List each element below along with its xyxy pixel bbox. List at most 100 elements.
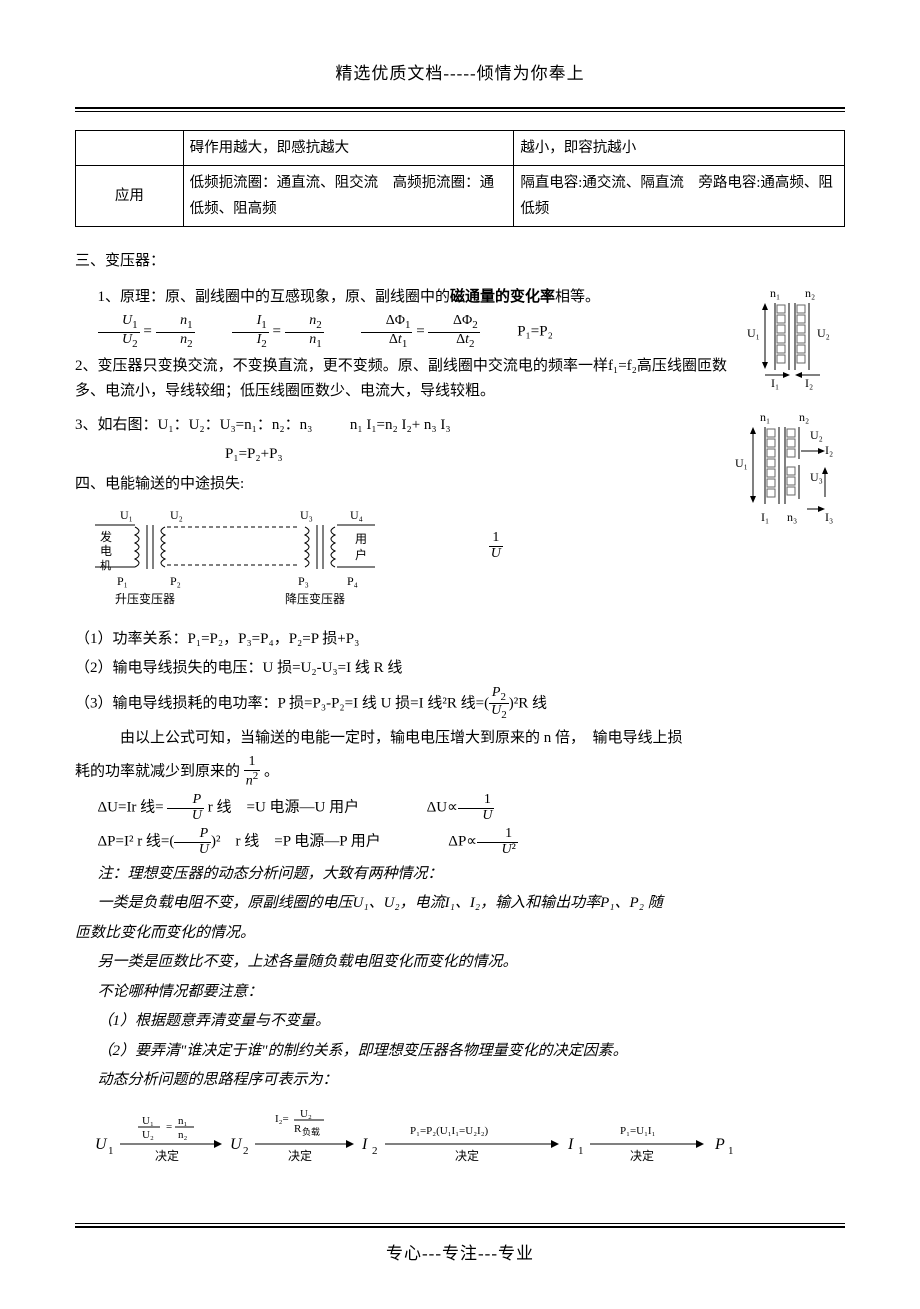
svg-text:U₃: U₃: [300, 508, 313, 522]
s3-equations: U1U2 = n1n2 I1I2 = n2n1 ΔΦ1Δt1 = ΔΦ2Δt2 …: [75, 314, 845, 350]
svg-text:降压变压器: 降压变压器: [285, 591, 345, 606]
svg-text:U₁: U₁: [120, 508, 133, 522]
header-top-text: 精选优质文档-----倾情为你奉上: [75, 60, 845, 89]
svg-text:2: 2: [372, 1145, 378, 1157]
s4-pr2: （2）输电导线损失的电压：U 损=U₂-U₃=I 线 R 线: [75, 656, 845, 682]
svg-text:负载: 负载: [302, 1126, 320, 1137]
svg-text:决定: 决定: [630, 1148, 654, 1163]
svg-text:=: =: [166, 1121, 172, 1133]
fraction: ΔΦ1Δt1: [361, 314, 412, 350]
sym: I₂: [470, 895, 480, 911]
s4-pr3: （3）输电导线损耗的电功率：P 损=P₃-P₂=I 线 U 损=I 线²R 线=…: [75, 686, 845, 722]
svg-text:U₁: U₁: [142, 1115, 154, 1127]
svg-text:U₁: U₁: [747, 326, 760, 340]
fraction: P2U2: [489, 686, 509, 722]
transformer-diagram-2: n₁ n₂ U₁ U₂ I₂ U₃ I₁ n₃ I₃: [725, 409, 845, 539]
text: )² r 线 =P 电源—P 用户: [211, 834, 381, 850]
svg-text:电: 电: [100, 544, 112, 558]
s4-d1: ΔU=Ir 线= PU r 线 =U 电源—U 用户 ΔU∝1U: [75, 793, 845, 823]
text: 1、原理：原、副线圈中的互感现象，原、副线圈中的: [98, 289, 451, 305]
svg-text:I₁: I₁: [761, 510, 769, 524]
svg-text:I₁: I₁: [771, 376, 779, 390]
s4-note: 注：理想变压器的动态分析问题，大致有两种情况：: [75, 862, 845, 888]
svg-text:n₁: n₁: [760, 410, 770, 424]
svg-text:U₂: U₂: [142, 1129, 154, 1141]
svg-text:P₂: P₂: [170, 574, 181, 588]
text: ，输入和输出功率: [480, 895, 600, 911]
svg-text:用: 用: [355, 532, 367, 546]
sym: I₁: [445, 895, 455, 911]
s4-k7: 动态分析问题的思路程序可表示为：: [75, 1068, 845, 1094]
cell: 隔直电容:通交流、隔直流 旁路电容:通高频、阻低频: [514, 165, 845, 226]
svg-text:机: 机: [100, 558, 111, 572]
fraction: PU: [174, 827, 211, 857]
svg-text:I₂: I₂: [825, 443, 833, 457]
svg-text:U₄: U₄: [350, 508, 363, 522]
table-row: 应用 低频扼流圈：通直流、阻交流 高频扼流圈：通低频、阻高频 隔直电容:通交流、…: [76, 165, 845, 226]
sym: U₂: [384, 895, 400, 911]
svg-text:户: 户: [355, 547, 367, 562]
label: n₂: [805, 286, 815, 300]
decision-flow: U1 U₁U₂ = n₁n₂ 决定 U2 I₂= U₂R负载 决定 I2 P₁=…: [75, 1104, 845, 1184]
svg-text:I₂=: I₂=: [275, 1113, 289, 1125]
svg-text:I₃: I₃: [825, 510, 833, 524]
s4-k3: 另一类是匝数比不变，上述各量随负载电阻变化而变化的情况。: [75, 950, 845, 976]
text: ΔU=Ir 线=: [98, 800, 168, 816]
footer-bottom-text: 专心---专注---专业: [75, 1240, 845, 1269]
one-over-u: 1U: [489, 531, 503, 561]
fraction: 1U²: [477, 827, 518, 857]
svg-text:U₃: U₃: [810, 470, 823, 484]
compare-table: 碍作用越大，即感抗越大 越小，即容抗越小 应用 低频扼流圈：通直流、阻交流 高频…: [75, 130, 845, 227]
svg-text:1: 1: [578, 1145, 584, 1157]
text-bold: 磁通量的变化率: [450, 289, 555, 305]
s4-k2: 匝数比变化而变化的情况。: [75, 921, 845, 947]
s4-d2: ΔP=I² r 线=(PU)² r 线 =P 电源—P 用户 ΔP∝1U²: [75, 827, 845, 857]
cell: 低频扼流圈：通直流、阻交流 高频扼流圈：通低频、阻高频: [183, 165, 514, 226]
svg-text:决定: 决定: [288, 1148, 312, 1163]
svg-text:发: 发: [100, 529, 112, 544]
fraction: 1U: [458, 793, 495, 823]
svg-text:P: P: [714, 1136, 725, 1153]
text: 耗的功率就减少到原来的: [75, 764, 240, 780]
text: )²R 线: [509, 695, 547, 711]
svg-text:R: R: [294, 1123, 302, 1135]
s4-k1: 一类是负载电阻不变，原副线圈的电压U₁、U₂，电流I₁、I₂，输入和输出功率P₁…: [75, 891, 845, 917]
s4-pr1: （1）功率关系：P₁=P₂，P₃=P₄，P₂=P 损+P₃: [75, 627, 845, 653]
header-rule: [75, 107, 845, 112]
cell: [76, 130, 184, 165]
sym: U₁: [353, 895, 369, 911]
svg-text:决定: 决定: [155, 1148, 179, 1163]
s3-p2: 2、变压器只变换交流，不变换直流，更不变频。原、副线圈中交流电的频率一样f₁=f…: [75, 354, 845, 405]
fraction: U1U2: [98, 314, 140, 350]
text: P₁=P₂: [517, 323, 553, 339]
text: n₁ I₁=n₂ I₂+ n₃ I₃: [350, 417, 451, 433]
s4-k6: （2）要弄清"谁决定于谁"的制约关系，即理想变压器各物理量变化的决定因素。: [75, 1039, 845, 1065]
svg-text:U₁: U₁: [735, 456, 748, 470]
text: ΔP∝: [448, 834, 477, 850]
fraction: n1n2: [156, 314, 195, 350]
svg-text:P₁=P₂(U₁I₁=U₂I₂): P₁=P₂(U₁I₁=U₂I₂): [410, 1125, 489, 1137]
svg-text:1: 1: [728, 1145, 734, 1157]
svg-text:n₁: n₁: [178, 1115, 188, 1127]
svg-text:U: U: [230, 1136, 243, 1153]
text: 3、如右图：U₁：U₂：U₃=n₁：n₂：n₃: [75, 417, 312, 433]
svg-text:U₂: U₂: [170, 508, 183, 522]
text: （3）输电导线损耗的电功率：P 损=P₃-P₂=I 线 U 损=I 线²R 线=…: [75, 695, 489, 711]
cell: 碍作用越大，即感抗越大: [183, 130, 514, 165]
sym: P₂: [630, 895, 644, 911]
svg-text:I: I: [361, 1136, 368, 1153]
svg-text:n₂: n₂: [178, 1129, 188, 1141]
sym: P₁: [600, 895, 614, 911]
svg-text:1: 1: [108, 1145, 114, 1157]
table-row: 碍作用越大，即感抗越大 越小，即容抗越小: [76, 130, 845, 165]
text: 。: [264, 764, 279, 780]
svg-text:升压变压器: 升压变压器: [115, 591, 175, 606]
fraction: PU: [167, 793, 204, 823]
footer-rule: [75, 1223, 845, 1228]
svg-text:I₂: I₂: [805, 376, 813, 390]
transformer-diagram-1: n₁ n₂ U₁ U₂ I₁ I₂: [735, 285, 845, 405]
s4-pr4: 由以上公式可知，当输送的电能一定时，输电电压增大到原来的 n 倍， 输电导线上损: [75, 726, 845, 752]
svg-text:P₄: P₄: [347, 574, 358, 588]
fraction: I1I2: [232, 314, 269, 350]
svg-text:n₂: n₂: [799, 410, 809, 424]
